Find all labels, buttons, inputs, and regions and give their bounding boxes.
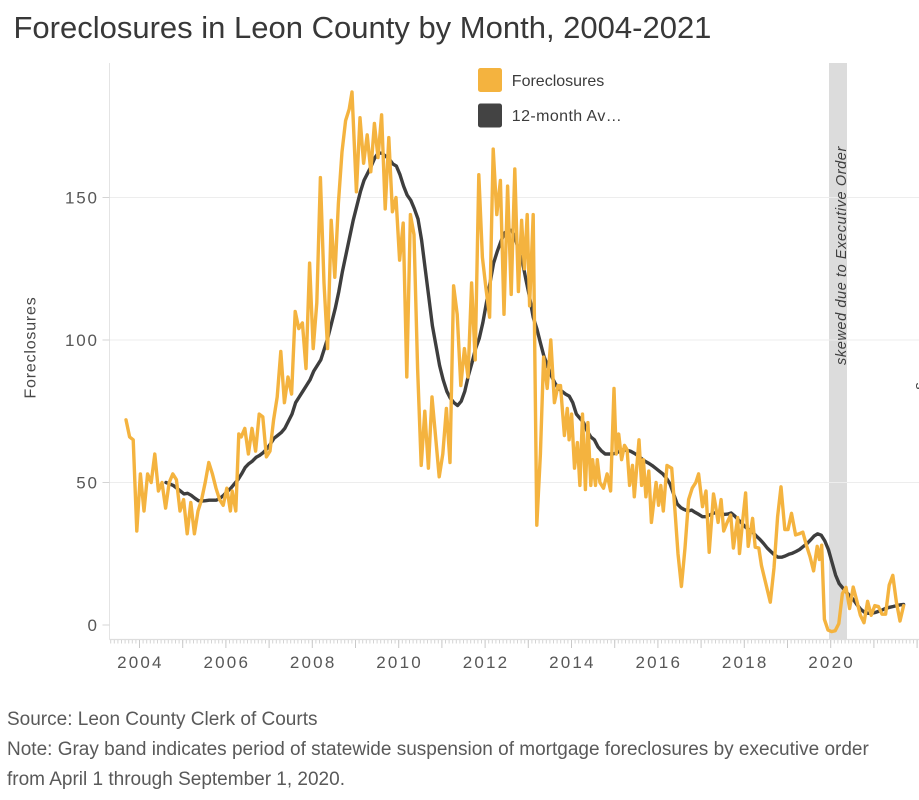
svg-text:Source: Leon County Clerk of C: Source: Leon County Clerk of Courts [7, 709, 318, 730]
svg-text:2020: 2020 [808, 653, 855, 672]
svg-text:2008: 2008 [290, 653, 337, 672]
svg-text:2014: 2014 [549, 653, 596, 672]
svg-text:150: 150 [65, 189, 99, 208]
svg-text:0: 0 [88, 616, 99, 635]
svg-text:from April 1 through September: from April 1 through September 1, 2020. [7, 769, 345, 790]
svg-text:50: 50 [76, 474, 99, 493]
svg-text:skewed due to Executive Order: skewed due to Executive Order [834, 146, 850, 365]
svg-text:s…: s… [912, 367, 919, 390]
svg-text:2006: 2006 [203, 653, 250, 672]
svg-text:Note: Gray band indicates peri: Note: Gray band indicates period of stat… [7, 739, 869, 760]
svg-text:12-month Av…: 12-month Av… [512, 108, 622, 125]
svg-text:2004: 2004 [117, 653, 164, 672]
svg-text:2018: 2018 [722, 653, 769, 672]
svg-text:Foreclosures: Foreclosures [23, 296, 40, 398]
svg-text:2010: 2010 [376, 653, 423, 672]
svg-text:2012: 2012 [463, 653, 510, 672]
svg-text:100: 100 [65, 331, 99, 350]
svg-text:Foreclosures in Leon County by: Foreclosures in Leon County by Month, 20… [14, 10, 712, 45]
svg-text:2016: 2016 [635, 653, 682, 672]
svg-text:Foreclosures: Foreclosures [512, 73, 604, 90]
